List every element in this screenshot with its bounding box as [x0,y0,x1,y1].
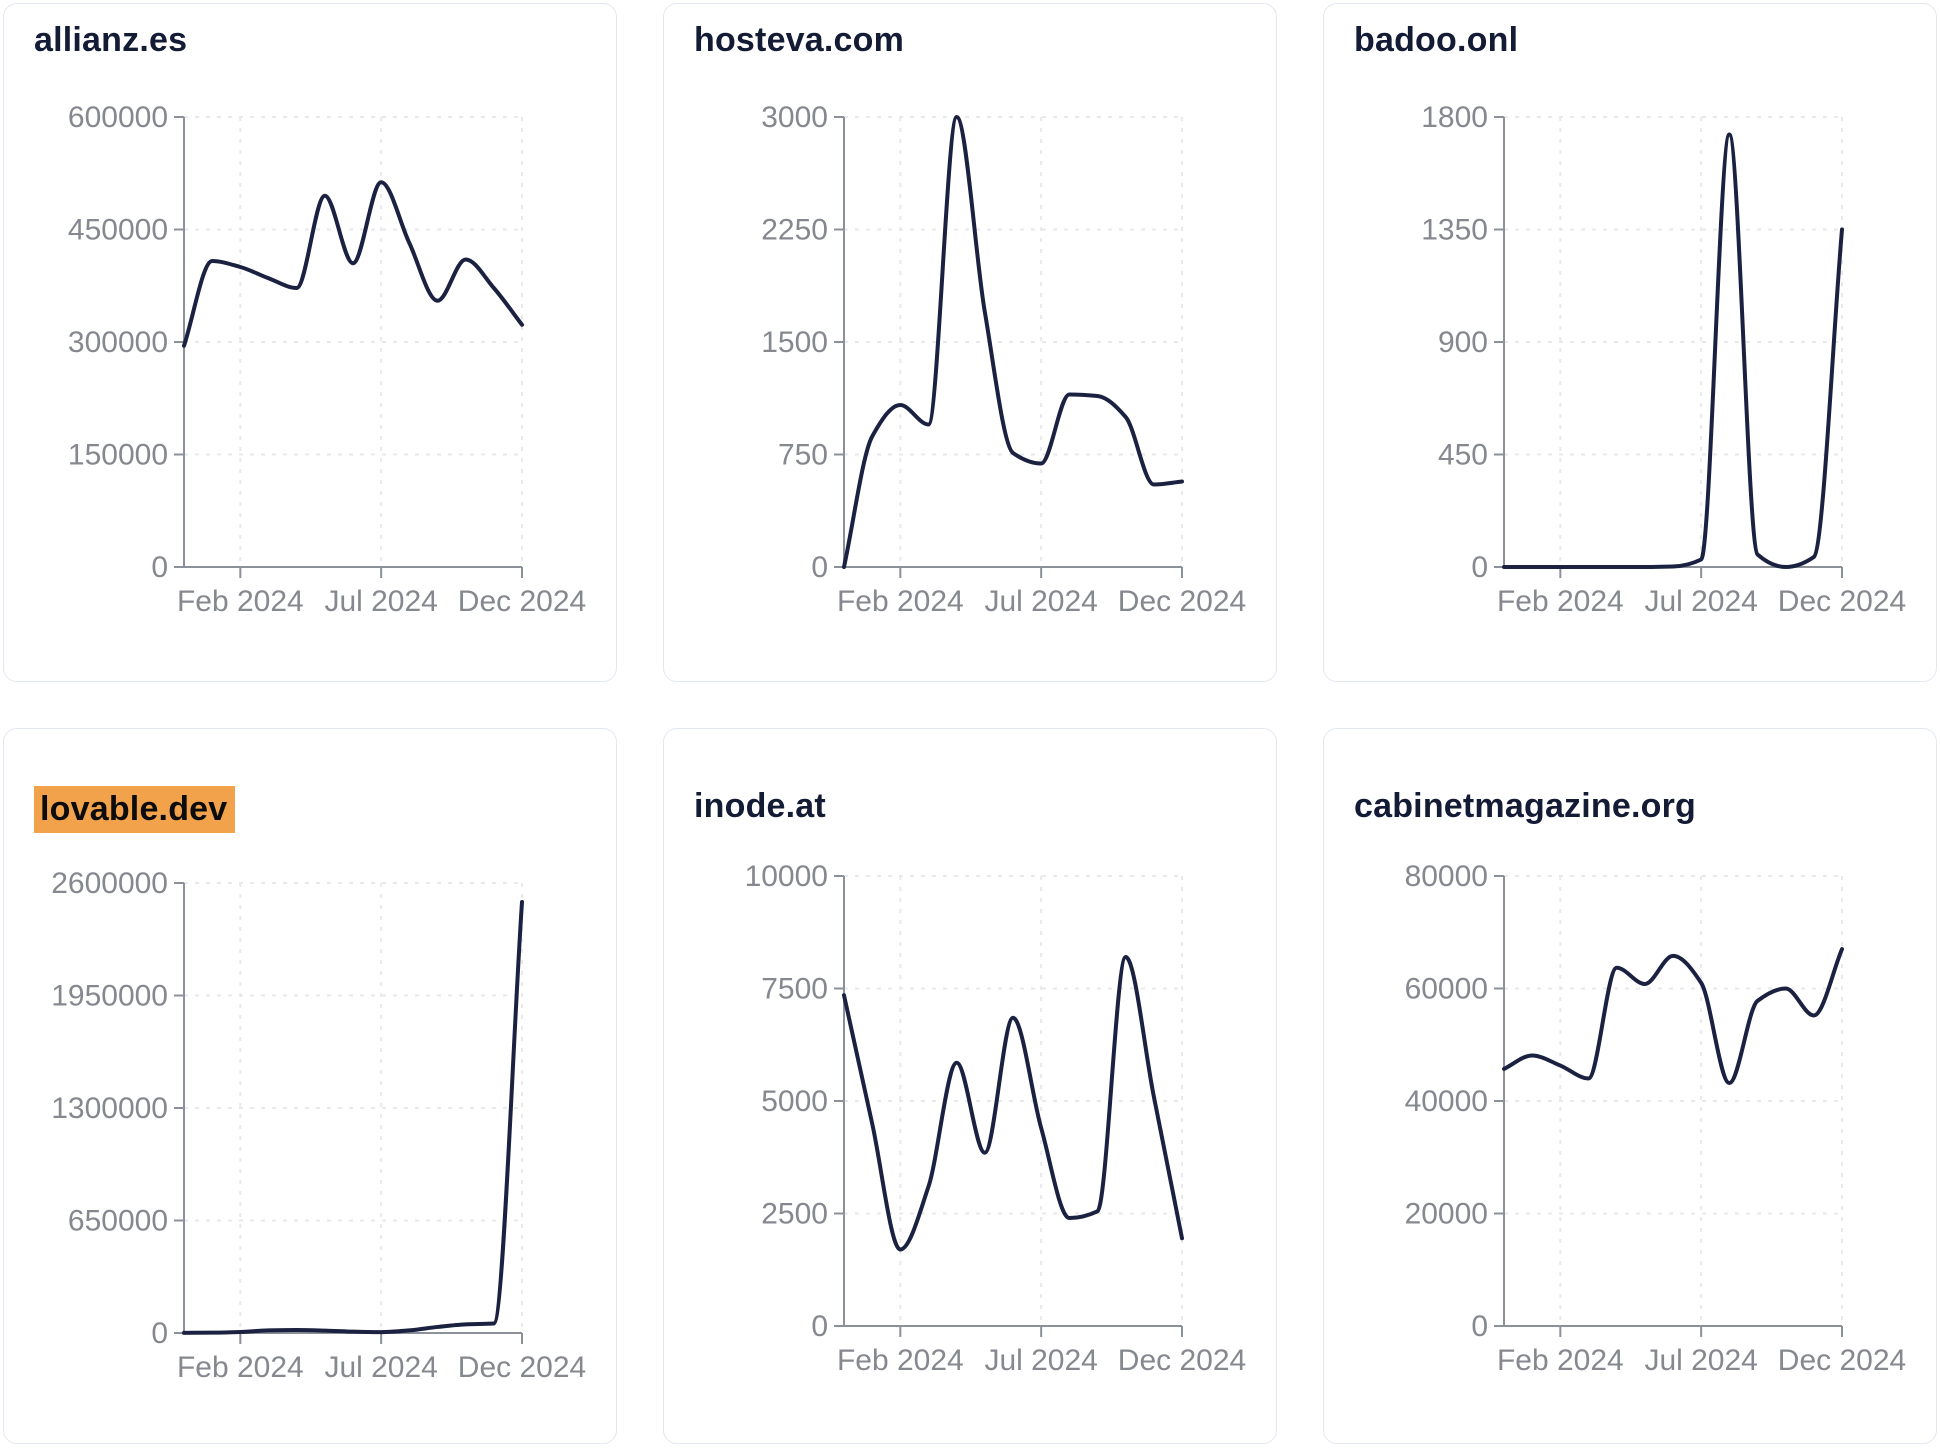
domain-name-label: badoo.onl [1354,21,1519,59]
domain-name-label: cabinetmagazine.org [1354,787,1696,825]
chart-title: inode.at [694,786,1246,826]
y-tick-label: 2250 [761,214,828,247]
x-tick-label: Feb 2024 [1497,585,1624,618]
line-chart: 0 650000 1300000 1950000 2600000 Feb 2024 Jul … [51,867,586,1384]
domain-name-label-highlighted: lovable.dev [34,786,236,833]
y-tick-label: 2600000 [51,867,168,900]
gridlines [1504,875,1843,1326]
line-chart: 0 150000 300000 450000 600000 Feb 2024 Jul 202… [68,101,586,618]
gridlines [1504,116,1843,567]
gridlines [184,882,523,1333]
y-tick-label: 7500 [761,973,828,1006]
y-tick-label: 0 [811,1310,828,1343]
y-tick-label: 0 [151,1317,168,1350]
y-tick-label: 10000 [745,860,828,893]
y-tick-label: 20000 [1405,1198,1488,1231]
tick-labels: 0 20000 40000 60000 80000 Feb 2024 Jul 2024 Dec… [1405,860,1907,1377]
x-tick-label: Jul 2024 [324,1351,437,1384]
x-tick-label: Feb 2024 [1497,1344,1624,1377]
y-tick-label: 600000 [68,101,168,134]
tick-labels: 0 2500 5000 7500 10000 Feb 2024 Jul 2024 Dec 20… [745,860,1247,1377]
series-line [1502,947,1844,1085]
line-chart: 0 750 1500 2250 3000 Feb 2024 Jul 2024 Dec 2024 [761,101,1246,618]
y-tick-label: 900 [1438,326,1488,359]
axes [834,875,1183,1337]
x-tick-label: Dec 2024 [1778,585,1906,618]
y-tick-label: 40000 [1405,1085,1488,1118]
y-tick-label: 2500 [761,1198,828,1231]
x-tick-label: Feb 2024 [837,585,964,618]
chart-title: lovable.dev [34,786,586,833]
chart-title: allianz.es [34,20,586,60]
domain-name-label: allianz.es [34,21,188,59]
axes [1494,116,1843,578]
x-tick-label: Dec 2024 [458,585,586,618]
y-tick-label: 0 [811,551,828,584]
line-chart: 0 20000 40000 60000 80000 Feb 2024 Jul 2024 Dec… [1405,860,1907,1377]
x-tick-label: Dec 2024 [1118,585,1246,618]
y-tick-label: 0 [1471,551,1488,584]
y-tick-label: 300000 [68,326,168,359]
axes [174,882,523,1344]
series-line [1502,132,1844,569]
tick-labels: 0 450 900 1350 1800 Feb 2024 Jul 2024 Dec 2024 [1421,101,1906,618]
x-tick-label: Jul 2024 [324,585,437,618]
y-tick-label: 450 [1438,439,1488,472]
gridlines [844,116,1183,567]
axes [1494,875,1843,1337]
y-tick-label: 1300000 [51,1092,168,1125]
x-tick-label: Dec 2024 [1118,1344,1246,1377]
line-chart: 0 2500 5000 7500 10000 Feb 2024 Jul 2024 Dec 20… [745,860,1247,1377]
y-tick-label: 150000 [68,439,168,472]
y-tick-label: 0 [1471,1310,1488,1343]
y-tick-label: 450000 [68,214,168,247]
x-tick-label: Feb 2024 [177,585,304,618]
x-tick-label: Dec 2024 [1778,1344,1906,1377]
y-tick-label: 750 [778,439,828,472]
chart-card-lovable-dev[interactable]: lovable.dev 0 650000 1300000 1950000 2600000… [3,728,617,1444]
tick-labels: 0 650000 1300000 1950000 2600000 Feb 2024 Jul … [51,867,586,1384]
chart-card-cabinetmagazine-org[interactable]: cabinetmagazine.org 0 20000 40000 60000 8000… [1323,728,1937,1444]
domain-name-label: hosteva.com [694,21,905,59]
x-tick-label: Jul 2024 [984,1344,1097,1377]
y-tick-label: 80000 [1405,860,1488,893]
y-tick-label: 1500 [761,326,828,359]
chart-card-badoo-onl[interactable]: badoo.onl 0 450 900 1350 1800 Feb 2024 Jul 202… [1323,3,1937,682]
chart-card-hosteva-com[interactable]: hosteva.com 0 750 1500 2250 3000 Feb 2024 Jul … [663,3,1277,682]
gridlines [184,116,523,567]
x-tick-label: Jul 2024 [1644,1344,1757,1377]
y-tick-label: 60000 [1405,973,1488,1006]
line-chart: 0 450 900 1350 1800 Feb 2024 Jul 2024 Dec 2024 [1421,101,1906,618]
x-tick-label: Feb 2024 [177,1351,304,1384]
tick-labels: 0 750 1500 2250 3000 Feb 2024 Jul 2024 Dec 2024 [761,101,1246,618]
y-tick-label: 3000 [761,101,828,134]
y-tick-label: 0 [151,551,168,584]
chart-title: badoo.onl [1354,20,1906,60]
chart-title: hosteva.com [694,20,1246,60]
gridlines [844,875,1183,1326]
y-tick-label: 1350 [1421,214,1488,247]
axes [834,116,1183,578]
y-tick-label: 1950000 [51,980,168,1013]
y-tick-label: 5000 [761,1085,828,1118]
domain-name-label: inode.at [694,787,826,825]
series-line [842,115,1184,569]
axes [174,116,523,578]
x-tick-label: Jul 2024 [984,585,1097,618]
chart-card-inode-at[interactable]: inode.at 0 2500 5000 7500 10000 Feb 2024 Jul 2… [663,728,1277,1444]
tick-labels: 0 150000 300000 450000 600000 Feb 2024 Jul 202… [68,101,586,618]
series-line [182,180,524,348]
y-tick-label: 1800 [1421,101,1488,134]
charts-grid: allianz.es 0 150000 300000 450000 600000 Feb … [3,3,1937,1444]
x-tick-label: Jul 2024 [1644,585,1757,618]
series-line [842,955,1184,1252]
x-tick-label: Feb 2024 [837,1344,964,1377]
x-tick-label: Dec 2024 [458,1351,586,1384]
chart-card-allianz-es[interactable]: allianz.es 0 150000 300000 450000 600000 Feb … [3,3,617,682]
series-line [182,900,524,1335]
y-tick-label: 650000 [68,1205,168,1238]
chart-title: cabinetmagazine.org [1354,786,1906,826]
